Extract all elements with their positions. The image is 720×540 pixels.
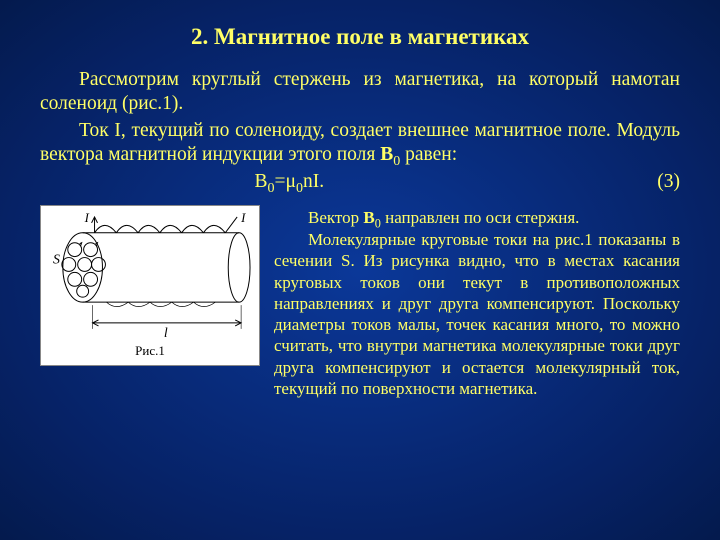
eq-mu: μ (286, 171, 296, 192)
para2-text-c: равен: (400, 144, 457, 165)
eq-mu-sub: 0 (296, 179, 303, 195)
side-para-1: Вектор B0 направлен по оси стержня. (274, 207, 680, 228)
para2-B-bold: B (380, 144, 393, 165)
figure-label-I-left: I (84, 212, 90, 225)
side-p1-a: Вектор (308, 208, 363, 227)
page-title: 2. Магнитное поле в магнетиках (40, 24, 680, 50)
figure-label-I-right: I (240, 212, 246, 225)
eq-B-sub: 0 (268, 179, 275, 195)
side-p1-B-bold: B (363, 208, 374, 227)
slide-page: 2. Магнитное поле в магнетиках Рассмотри… (0, 0, 720, 540)
figure-label-S: S (53, 251, 60, 266)
equation-line: B0=μ0nI. (3) (40, 170, 680, 193)
paragraph-1: Рассмотрим круглый стержень из магнетика… (40, 68, 680, 117)
solenoid-diagram: S I I l (47, 212, 253, 341)
side-para-2: Молекулярные круговые токи на рис.1 пока… (274, 229, 680, 399)
eq-equals: = (275, 171, 286, 192)
figure-1: S I I l Рис.1 (40, 205, 260, 366)
side-p1-c: направлен по оси стержня. (381, 208, 580, 227)
equation-number: (3) (617, 170, 680, 193)
figure-label-l: l (164, 325, 168, 340)
lower-row: S I I l Рис.1 Вектор B0 направлен по оси… (40, 205, 680, 400)
eq-tail: nI. (303, 171, 324, 192)
side-text: Вектор B0 направлен по оси стержня. Моле… (274, 205, 680, 400)
equation-body: B0=μ0nI. (40, 170, 617, 193)
paragraph-2: Ток I, текущий по соленоиду, создает вне… (40, 119, 680, 168)
eq-B: B (255, 171, 268, 192)
figure-caption: Рис.1 (47, 341, 253, 365)
para2-text-a: Ток I, текущий по соленоиду, создает вне… (40, 120, 680, 165)
